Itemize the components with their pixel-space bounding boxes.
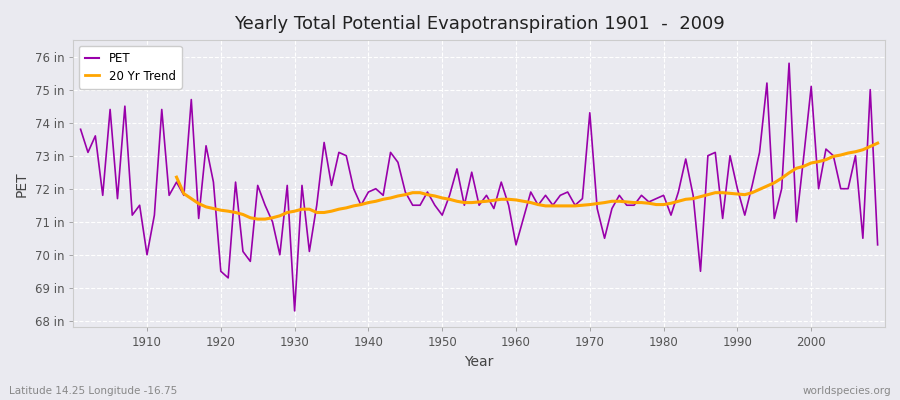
PET <box>134 203 145 208</box>
20 Yr Trend <box>252 217 263 222</box>
20 Yr Trend <box>171 175 182 180</box>
Text: worldspecies.org: worldspecies.org <box>803 386 891 396</box>
PET <box>510 242 521 247</box>
PET <box>518 216 529 221</box>
PET <box>289 308 300 313</box>
PET <box>348 186 359 191</box>
PET <box>304 249 315 254</box>
Title: Yearly Total Potential Evapotranspiration 1901  -  2009: Yearly Total Potential Evapotranspiratio… <box>234 15 724 33</box>
20 Yr Trend <box>872 141 883 146</box>
PET <box>872 242 883 247</box>
20 Yr Trend <box>482 199 492 204</box>
Line: 20 Yr Trend: 20 Yr Trend <box>176 143 877 219</box>
Line: PET: PET <box>81 63 878 311</box>
Text: Latitude 14.25 Longitude -16.75: Latitude 14.25 Longitude -16.75 <box>9 386 177 396</box>
Legend: PET, 20 Yr Trend: PET, 20 Yr Trend <box>79 46 182 88</box>
20 Yr Trend <box>378 197 389 202</box>
X-axis label: Year: Year <box>464 355 494 369</box>
20 Yr Trend <box>274 213 285 218</box>
PET <box>76 127 86 132</box>
PET <box>784 61 795 66</box>
PET <box>607 206 617 211</box>
20 Yr Trend <box>821 157 832 162</box>
20 Yr Trend <box>533 202 544 207</box>
Y-axis label: PET: PET <box>15 171 29 196</box>
20 Yr Trend <box>555 204 566 208</box>
